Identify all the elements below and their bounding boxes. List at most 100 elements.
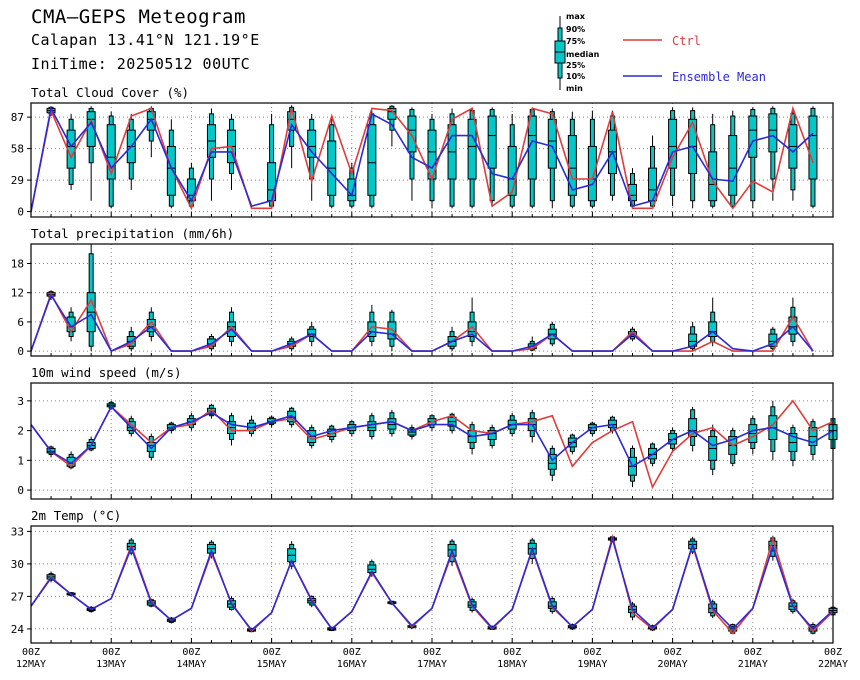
- ensemble-box: [487, 107, 497, 207]
- box-p25-p75: [728, 135, 738, 196]
- ensemble-box: [547, 108, 557, 209]
- box-p25-p75: [768, 113, 778, 153]
- x-date-label: 12MAY: [16, 659, 46, 670]
- ensemble-box: [467, 297, 477, 347]
- x-hour-label: 00Z: [664, 647, 682, 658]
- panel-2: 10m wind speed (m/s) 0 1 2 3: [17, 365, 838, 500]
- panel-frame: [30, 525, 834, 644]
- y-tick-label: 0: [17, 484, 24, 497]
- y-tick-label: 30: [11, 558, 24, 571]
- x-hour-label: 00Z: [263, 647, 281, 658]
- ensemble-box: [768, 106, 778, 201]
- legend-box-label: 10%: [566, 72, 585, 81]
- box-p25-p75: [748, 115, 758, 158]
- ensemble-box: [307, 113, 317, 201]
- ensemble-box: [267, 113, 277, 209]
- ensemble-box: [628, 168, 637, 209]
- ensemble-box: [708, 424, 718, 476]
- legend-box-label: min: [566, 84, 583, 93]
- ensemble-box: [327, 116, 337, 209]
- ensemble-box: [688, 406, 698, 452]
- x-hour-label: 00Z: [583, 647, 601, 658]
- box-p25-p75: [106, 124, 116, 180]
- box-p25-p75: [487, 430, 497, 441]
- ensemble-box: [748, 107, 758, 209]
- box-p25-p75: [708, 151, 718, 202]
- x-date-label: 18MAY: [497, 659, 527, 670]
- y-tick-label: 0: [17, 345, 24, 358]
- box-p25-p75: [387, 107, 397, 120]
- x-date-label: 16MAY: [337, 659, 367, 670]
- ensemble-box: [146, 433, 156, 461]
- y-tick-label: 33: [11, 525, 24, 538]
- ensemble-box: [367, 412, 377, 440]
- panel-title: Total Cloud Cover (%): [31, 85, 189, 100]
- x-date-label: 21MAY: [738, 659, 768, 670]
- x-hour-label: 00Z: [503, 647, 521, 658]
- ensemble-box: [567, 111, 577, 209]
- ensemble-box: [587, 110, 597, 209]
- x-date-label: 13MAY: [96, 659, 126, 670]
- x-date-label: 15MAY: [257, 659, 287, 670]
- box-p25-p75: [166, 145, 176, 196]
- y-tick-label: 87: [11, 111, 24, 124]
- y-tick-label: 24: [11, 623, 25, 636]
- y-tick-label: 58: [11, 143, 24, 156]
- y-tick-label: 0: [17, 206, 24, 219]
- x-hour-label: 00Z: [343, 647, 361, 658]
- y-tick-label: 12: [11, 287, 24, 300]
- legend-box-label: median: [566, 50, 600, 59]
- legend-box-label: max: [566, 12, 586, 21]
- ensemble-box: [387, 409, 397, 437]
- ctrl-line: [30, 399, 834, 490]
- y-tick-label: 29: [11, 174, 24, 187]
- x-date-label: 14MAY: [176, 659, 206, 670]
- panel-frame: [30, 382, 834, 500]
- box-p25-p75: [307, 328, 317, 338]
- ensemble-box: [728, 110, 738, 209]
- box-p25-p75: [487, 115, 497, 169]
- x-date-label: 19MAY: [577, 659, 607, 670]
- ensemble-mean-line: [30, 536, 834, 632]
- ensemble-box: [788, 424, 798, 467]
- ensemble-box: [487, 424, 497, 449]
- y-tick-label: 2: [17, 425, 24, 438]
- box-p25-p75: [307, 129, 317, 158]
- panel-3: 2m Temp (°C) 24 27 30 33: [11, 508, 838, 644]
- ensemble-mean-line: [30, 293, 814, 353]
- legend-box-label: 90%: [566, 25, 585, 34]
- x-hour-label: 00Z: [423, 647, 441, 658]
- ensemble-box: [467, 421, 477, 455]
- ensemble-mean-line: [30, 405, 834, 468]
- ensemble-box: [447, 108, 457, 209]
- ensemble-box: [708, 297, 718, 347]
- ensemble-box: [748, 415, 758, 455]
- ctrl-line: [30, 105, 814, 212]
- ensemble-box: [808, 106, 818, 209]
- panel-frame: [30, 102, 834, 218]
- ensemble-box: [106, 111, 116, 209]
- ensemble-box: [227, 412, 236, 446]
- ensemble-box: [367, 304, 377, 347]
- box-p25-p75: [708, 321, 718, 338]
- panel-0: Total Cloud Cover (%) 0 29 58 87: [11, 85, 834, 219]
- box-p25-p75: [567, 135, 577, 196]
- x-hour-label: 00Z: [744, 647, 762, 658]
- box-p25-p75: [367, 421, 377, 432]
- box-p25-p75: [387, 418, 397, 430]
- ensemble-box: [387, 309, 397, 352]
- init-time-label: IniTime: 20250512 00UTC: [31, 55, 251, 73]
- ensemble-box: [347, 162, 357, 209]
- legend-mean-label: Ensemble Mean: [672, 70, 766, 84]
- ensemble-mean-line: [30, 106, 814, 212]
- legend-ctrl-label: Ctrl: [672, 34, 701, 48]
- y-tick-label: 27: [11, 590, 24, 603]
- ensemble-box: [768, 400, 778, 461]
- box-p25-p75: [808, 115, 818, 180]
- x-date-label: 22MAY: [818, 659, 848, 670]
- box-p25-p75: [146, 441, 156, 452]
- ensemble-box: [648, 135, 658, 209]
- box-p25-p75: [788, 316, 798, 335]
- y-tick-label: 18: [11, 257, 24, 270]
- ensemble-box: [146, 106, 156, 158]
